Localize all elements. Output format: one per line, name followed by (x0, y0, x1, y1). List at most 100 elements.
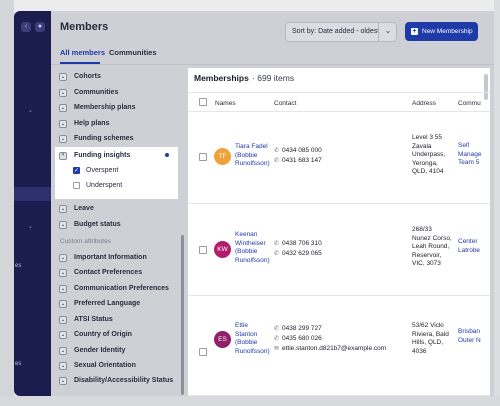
address-line: VIC, 3073 (412, 260, 441, 267)
chevron-down-icon[interactable]: ⌄ (28, 224, 34, 230)
community-line: Manage (458, 150, 482, 158)
contact-line[interactable]: ✆ 0435 680 026 (274, 334, 386, 344)
address-line: Zavala (412, 142, 432, 150)
community-link[interactable]: Center Latrobe (458, 238, 480, 255)
filter-group-label: Disability/Accessibility Status (74, 377, 174, 384)
filter-group-disability-accessibility-status[interactable]: ⌄ Disability/Accessibility Status (55, 376, 181, 396)
filter-group-atsi-status[interactable]: ⌄ ATSI Status (55, 313, 181, 327)
filter-group-communication-preferences[interactable]: ⌄ Communication Preferences (55, 282, 181, 296)
contact-value: 0431 683 147 (282, 157, 322, 164)
contact-line[interactable]: ✆ 0431 683 147 (274, 156, 322, 166)
filter-group-funding-schemes[interactable]: ⌄ Funding schemes (55, 132, 181, 146)
filter-group-help-plans[interactable]: ⌄ Help plans (55, 117, 181, 131)
filter-group-funding-insights[interactable]: ^ Funding insights (55, 149, 181, 163)
filter-option-label: Overspent (86, 167, 119, 174)
column-header-community[interactable]: Commu (458, 100, 481, 107)
member-name-link[interactable]: Keenan Wintheiser (Bobbie Runolfsson) (235, 231, 275, 265)
table-row[interactable]: KW Keenan Wintheiser (Bobbie Runolfsson)… (188, 204, 490, 296)
filter-group-important-information[interactable]: ⌄ Important Information (55, 251, 181, 265)
mail-icon: ✉ (274, 346, 280, 352)
new-membership-button[interactable]: + New Membership (405, 22, 478, 41)
name-line: Runolfsson) (235, 160, 270, 167)
filter-group-preferred-language[interactable]: ⌄ Preferred Language (55, 297, 181, 311)
community-line: Self (458, 142, 470, 149)
checkbox-icon[interactable] (73, 182, 80, 189)
chevron-down-icon[interactable]: ⌄ (28, 108, 34, 114)
contact-value: 0434 085 000 (282, 147, 322, 154)
filter-group-country-of-origin[interactable]: ⌄ Country of Origin (55, 328, 181, 342)
filter-group-budget-status[interactable]: ⌄ Budget status (55, 218, 181, 232)
panel-scrollbar[interactable] (484, 74, 488, 100)
filter-sidebar: ⌄ Cohorts ⌄ Communities ⌄ Membership plans … (55, 69, 183, 396)
sort-dropdown[interactable]: Sort by: Date added - oldest (285, 22, 397, 42)
avatar: ES (214, 331, 231, 348)
filter-option-underspent[interactable]: Underspent (55, 179, 175, 193)
chevron-down-icon: ⌄ (59, 347, 67, 355)
filter-group-contact-preferences[interactable]: ⌄ Contact Preferences (55, 266, 181, 280)
avatar: KW (214, 241, 231, 258)
filter-group-sexual-orientation[interactable]: ⌄ Sexual Orientation (55, 359, 181, 373)
contact-line[interactable]: ✆ 0432 629 065 (274, 249, 322, 259)
filter-group-label: Budget status (74, 221, 121, 228)
table-row[interactable]: ES Ettie Stanton (Bobbie Runolfsson) ✆ 04… (188, 296, 490, 396)
contact-details: ✆ 0438 706 310 ✆ 0432 629 065 (274, 239, 322, 259)
table-header: Names Contact Address Commu (188, 92, 490, 112)
contact-line[interactable]: ✆ 0438 706 310 (274, 239, 322, 249)
community-line: Brisban (458, 328, 481, 335)
column-header-names[interactable]: Names (215, 100, 236, 107)
member-name-link[interactable]: Tiara Fadel (Bobbie Runolfsson) (235, 143, 275, 169)
name-line: (Bobbie (235, 248, 258, 255)
panel-title: Memberships (194, 73, 249, 83)
nav-item-selected[interactable] (14, 187, 51, 201)
filter-group-communities[interactable]: ⌄ Communities (55, 86, 181, 100)
community-link[interactable]: Brisban Outer N (458, 328, 481, 345)
row-checkbox[interactable] (199, 153, 207, 161)
tab-communities[interactable]: Communities (109, 48, 157, 57)
tab-all-members[interactable]: All members (60, 48, 106, 57)
chevron-down-icon: ⌄ (59, 285, 67, 293)
nav-item-label-fragment[interactable]: es (15, 361, 22, 367)
column-header-address[interactable]: Address (412, 100, 436, 107)
active-filter-dot (165, 153, 169, 157)
table-row[interactable]: TF Tiara Fadel (Bobbie Runolfsson) ✆ 0434… (188, 112, 490, 204)
address-line: Hills, QLD, (412, 339, 444, 346)
nav-item-label-fragment[interactable]: es (15, 263, 22, 269)
community-line: Team 5 (458, 159, 480, 166)
row-checkbox[interactable] (199, 246, 207, 254)
chevron-up-icon: ^ (59, 152, 67, 160)
chevron-down-icon: ⌄ (59, 205, 67, 213)
contact-line[interactable]: ✆ 0438 299 727 (274, 324, 386, 334)
select-all-checkbox[interactable] (199, 98, 207, 106)
filter-group-membership-plans[interactable]: ⌄ Membership plans (55, 101, 181, 115)
name-line: Tiara Fadel (235, 143, 268, 150)
divider (51, 64, 494, 65)
filter-group-cohorts[interactable]: ⌄ Cohorts (55, 70, 181, 84)
filter-group-leave[interactable]: ⌄ Leave (55, 202, 181, 216)
contact-line[interactable]: ✉ ettie.stanton.d821b7@example.com (274, 344, 386, 354)
chevron-down-icon: ⌄ (59, 316, 67, 324)
avatar: TF (214, 148, 231, 165)
filter-group-gender-identity[interactable]: ⌄ Gender Identity (55, 344, 181, 358)
community-link[interactable]: Self Manage Team 5 (458, 142, 482, 168)
address-line: 268/33 (412, 226, 432, 233)
collapse-sidebar-icon[interactable]: ‹ (21, 22, 31, 32)
chevron-down-icon: ⌄ (59, 135, 67, 143)
contact-line[interactable]: ✆ 0434 085 000 (274, 146, 322, 156)
name-line: Runolfsson) (235, 256, 270, 264)
contact-value: 0435 680 026 (282, 335, 322, 342)
item-count-text: 699 items (257, 73, 295, 83)
filter-group-label: Important Information (74, 254, 147, 261)
chevron-down-icon[interactable]: ⌄ (378, 22, 397, 42)
chevron-down-icon: ⌄ (59, 254, 67, 262)
phone-icon: ✆ (274, 326, 280, 332)
notifications-bell-icon[interactable]: ● (35, 22, 45, 32)
community-line: Center (458, 238, 478, 245)
member-name-link[interactable]: Ettie Stanton (Bobbie Runolfsson) (235, 322, 275, 356)
checkbox-checked-icon[interactable]: ✓ (73, 167, 80, 174)
filter-scrollbar[interactable] (181, 235, 184, 395)
column-header-contact[interactable]: Contact (274, 100, 297, 107)
filter-option-overspent[interactable]: ✓ Overspent (55, 164, 175, 178)
contact-details: ✆ 0434 085 000 ✆ 0431 683 147 (274, 146, 322, 166)
row-checkbox[interactable] (199, 348, 207, 356)
